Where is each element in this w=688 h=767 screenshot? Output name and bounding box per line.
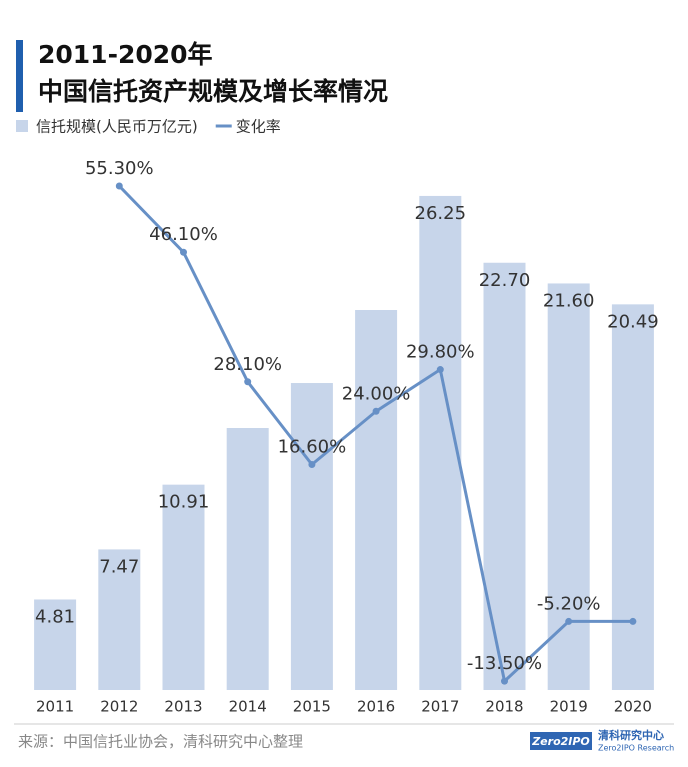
- x-tick-label: 2016: [357, 698, 395, 716]
- point: [629, 617, 637, 625]
- point: [180, 248, 187, 256]
- value-label: -13.50%: [467, 653, 542, 674]
- x-tick-label: 2013: [164, 698, 202, 716]
- x-tick-label: 2020: [614, 698, 652, 716]
- bar: [355, 309, 398, 690]
- x-tick-label: 2012: [100, 698, 138, 716]
- x-tick-label: 2017: [421, 698, 459, 716]
- logo-name: 清科研究中心: [598, 728, 664, 742]
- point: [308, 461, 316, 469]
- value-label: 10.91: [158, 492, 210, 513]
- chart-title: 2011-2020年: [38, 40, 213, 69]
- logo-mark-bg: [530, 732, 592, 750]
- point: [565, 617, 573, 625]
- value-label: 28.10%: [213, 354, 282, 375]
- bar: [98, 549, 141, 690]
- value-label: 29.80%: [406, 342, 475, 363]
- x-tick-label: 2018: [485, 698, 523, 716]
- x-tick-label: 2014: [229, 698, 267, 716]
- x-tick-label: 2019: [550, 698, 588, 716]
- value-label: 55.30%: [85, 158, 154, 179]
- value-label: 4.81: [35, 606, 75, 627]
- bar: [162, 484, 205, 690]
- title-accent: [16, 40, 23, 112]
- value-label: 24.00%: [342, 383, 411, 404]
- value-label: 20.49: [607, 311, 659, 332]
- value-label: 21.60: [543, 290, 595, 311]
- bar: [483, 262, 526, 690]
- bar: [34, 599, 77, 690]
- legend-label: 变化率: [236, 118, 281, 136]
- value-label: -5.20%: [537, 593, 601, 614]
- source: 来源：中国信托业协会，清科研究中心整理: [18, 733, 303, 751]
- bar: [611, 304, 654, 690]
- x-tick-label: 2015: [293, 698, 331, 716]
- value-label: 46.10%: [149, 224, 218, 245]
- point: [501, 677, 508, 685]
- value-label: 7.47: [99, 556, 139, 577]
- logo-mark: Zero2IPO: [531, 735, 590, 748]
- legend-swatch: [16, 120, 28, 132]
- point: [115, 182, 123, 190]
- point: [244, 378, 252, 386]
- chart-title: 中国信托资产规模及增长率情况: [38, 77, 388, 106]
- bar: [226, 428, 269, 690]
- value-label: 16.60%: [278, 437, 347, 458]
- point: [372, 407, 380, 415]
- x-tick-label: 2011: [36, 698, 74, 716]
- value-label: 22.70: [479, 270, 531, 291]
- legend-label: 信托规模(人民币万亿元): [36, 118, 198, 136]
- bar: [547, 283, 590, 690]
- bar: [290, 383, 333, 690]
- logo-sub: Zero2IPO Research: [598, 744, 674, 753]
- value-label: 26.25: [415, 203, 467, 224]
- point: [436, 366, 444, 374]
